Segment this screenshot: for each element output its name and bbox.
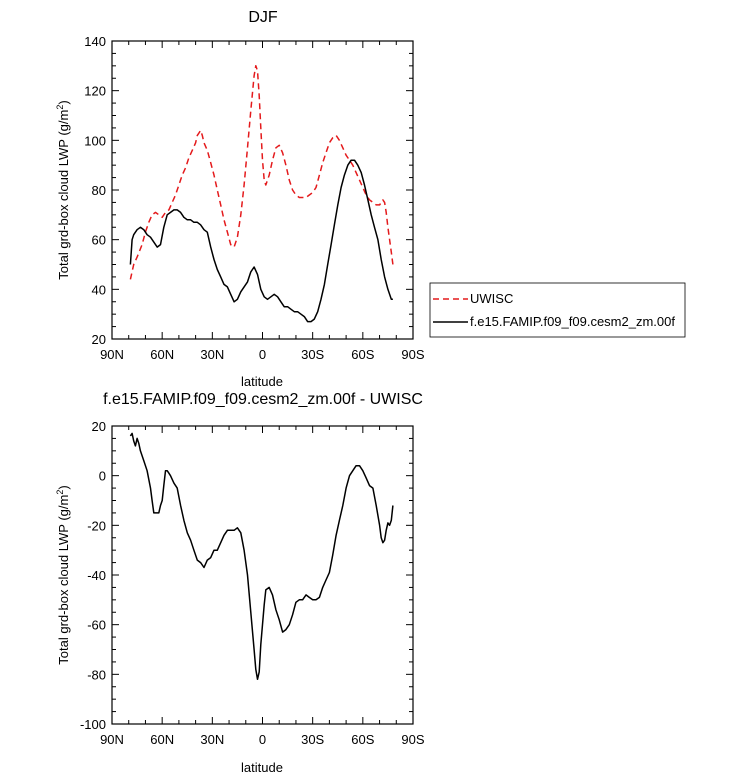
x-tick-label: 0 — [259, 732, 266, 747]
x-tick-label: 60N — [150, 347, 174, 362]
top-chart-title: DJF — [248, 9, 278, 26]
y-tick-label: -40 — [87, 568, 106, 583]
bottom-chart-ylabel: Total grd-box cloud LWP (g/m2) — [55, 485, 71, 664]
bottom-chart-frame — [111, 425, 414, 725]
x-tick-label: 90N — [100, 732, 124, 747]
top-chart: DJF 90N 60N 30N 0 30S 60S 90S 20 40 60 80 100 120 140… — [55, 9, 686, 389]
y-tick-label: 60 — [92, 233, 106, 248]
series-line-1-0 — [129, 432, 394, 681]
y-tick-label: -100 — [80, 717, 106, 732]
bottom-chart-title: f.e15.FAMIP.f09_f09.cesm2_zm.00f - UWISC — [103, 391, 423, 408]
x-tick-label: 30S — [301, 732, 324, 747]
y-tick-label: 40 — [92, 282, 106, 297]
y-tick-label: -20 — [87, 518, 106, 533]
bottom-chart: f.e15.FAMIP.f09_f09.cesm2_zm.00f - UWISC… — [55, 391, 425, 775]
legend-label-cesm2: f.e15.FAMIP.f09_f09.cesm2_zm.00f — [470, 314, 675, 329]
x-tick-label: 90S — [401, 732, 424, 747]
x-tick-label: 30S — [301, 347, 324, 362]
x-tick-label: 60S — [351, 732, 374, 747]
y-tick-label: 20 — [92, 419, 106, 434]
top-chart-ylabel: Total grd-box cloud LWP (g/m2) — [55, 100, 71, 279]
y-tick-label: -80 — [87, 667, 106, 682]
series-line-0-1 — [129, 159, 393, 323]
legend: UWISC f.e15.FAMIP.f09_f09.cesm2_zm.00f — [429, 282, 686, 338]
x-tick-label: 30N — [200, 732, 224, 747]
x-tick-label: 60N — [150, 732, 174, 747]
x-tick-label: 60S — [351, 347, 374, 362]
x-tick-label: 90S — [401, 347, 424, 362]
x-tick-label: 0 — [259, 347, 266, 362]
y-tick-label: 0 — [99, 469, 106, 484]
y-tick-label: -60 — [87, 618, 106, 633]
y-tick-label: 120 — [84, 84, 106, 99]
x-tick-label: 30N — [200, 347, 224, 362]
y-tick-label: 140 — [84, 34, 106, 49]
x-tick-label: 90N — [100, 347, 124, 362]
legend-box — [429, 282, 686, 338]
y-tick-label: 80 — [92, 183, 106, 198]
series-line-0-0 — [129, 65, 394, 280]
top-chart-xlabel: latitude — [241, 374, 283, 389]
legend-label-uwisc: UWISC — [470, 291, 513, 306]
bottom-chart-xlabel: latitude — [241, 760, 283, 775]
y-tick-label: 100 — [84, 133, 106, 148]
y-tick-label: 20 — [92, 332, 106, 347]
